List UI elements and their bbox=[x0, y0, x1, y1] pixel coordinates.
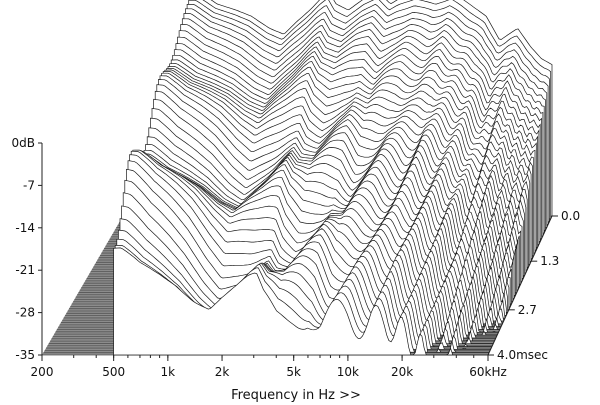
decay-slice bbox=[122, 192, 496, 339]
y-tick-label: -14 bbox=[15, 221, 35, 235]
x-tick-label: 1k bbox=[161, 365, 176, 379]
z-tick-label: 0.0 bbox=[561, 209, 580, 223]
y-tick-label: -28 bbox=[15, 306, 35, 320]
x-tick-label: 5k bbox=[286, 365, 301, 379]
x-tick-label: 20k bbox=[391, 365, 413, 379]
x-tick-label: 200 bbox=[31, 365, 54, 379]
x-tick-label: 10k bbox=[337, 365, 359, 379]
x-tick-label: 60kHz bbox=[469, 365, 507, 379]
x-tick-label: 500 bbox=[102, 365, 125, 379]
y-tick-label: -21 bbox=[15, 263, 35, 277]
z-axis-line bbox=[487, 215, 553, 356]
decay-slice bbox=[124, 179, 498, 336]
y-tick-label: -7 bbox=[23, 178, 35, 192]
z-tick-label: 2.7 bbox=[518, 303, 537, 317]
x-axis-ticks: 200 500 1k 2k 5k 10k 20k 60kHz bbox=[31, 355, 507, 379]
y-tick-label: -35 bbox=[15, 348, 35, 362]
y-tick-label: 0dB bbox=[12, 136, 35, 150]
axes bbox=[41, 143, 553, 356]
x-axis-label: Frequency in Hz >> bbox=[231, 388, 361, 403]
time-axis-ticks: 0.0 1.3 2.7 4.0msec bbox=[488, 209, 580, 362]
decay-slice bbox=[113, 247, 488, 356]
x-tick-label: 2k bbox=[215, 365, 230, 379]
z-tick-label: 4.0msec bbox=[497, 348, 548, 362]
y-axis-ticks: 0dB -7 -14 -21 -28 -35 bbox=[12, 136, 42, 362]
z-tick-label: 1.3 bbox=[540, 254, 559, 268]
decay-slices bbox=[113, 0, 553, 356]
